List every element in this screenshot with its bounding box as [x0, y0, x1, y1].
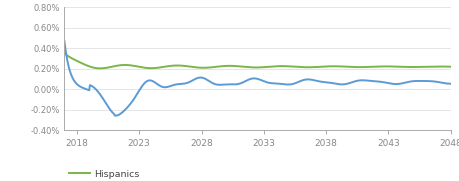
Hispanics: [271, 65, 276, 68]
Hispanics: [62, 52, 67, 54]
Legend: Hispanics, Non-Hispanics: Hispanics, Non-Hispanics: [69, 169, 162, 181]
Non-Hispanics: [62, 40, 67, 42]
Line: Non-Hispanics: Non-Hispanics: [64, 41, 450, 116]
Hispanics: [378, 65, 384, 68]
Non-Hispanics: [447, 83, 453, 85]
Non-Hispanics: [438, 82, 444, 84]
Non-Hispanics: [271, 82, 276, 85]
Non-Hispanics: [292, 82, 297, 84]
Hispanics: [438, 66, 444, 68]
Hispanics: [447, 66, 453, 68]
Hispanics: [292, 66, 297, 68]
Non-Hispanics: [248, 78, 253, 80]
Non-Hispanics: [378, 81, 384, 83]
Hispanics: [97, 67, 102, 70]
Hispanics: [246, 66, 251, 68]
Line: Hispanics: Hispanics: [64, 53, 450, 68]
Hispanics: [248, 66, 253, 68]
Non-Hispanics: [246, 79, 251, 81]
Non-Hispanics: [112, 115, 118, 117]
